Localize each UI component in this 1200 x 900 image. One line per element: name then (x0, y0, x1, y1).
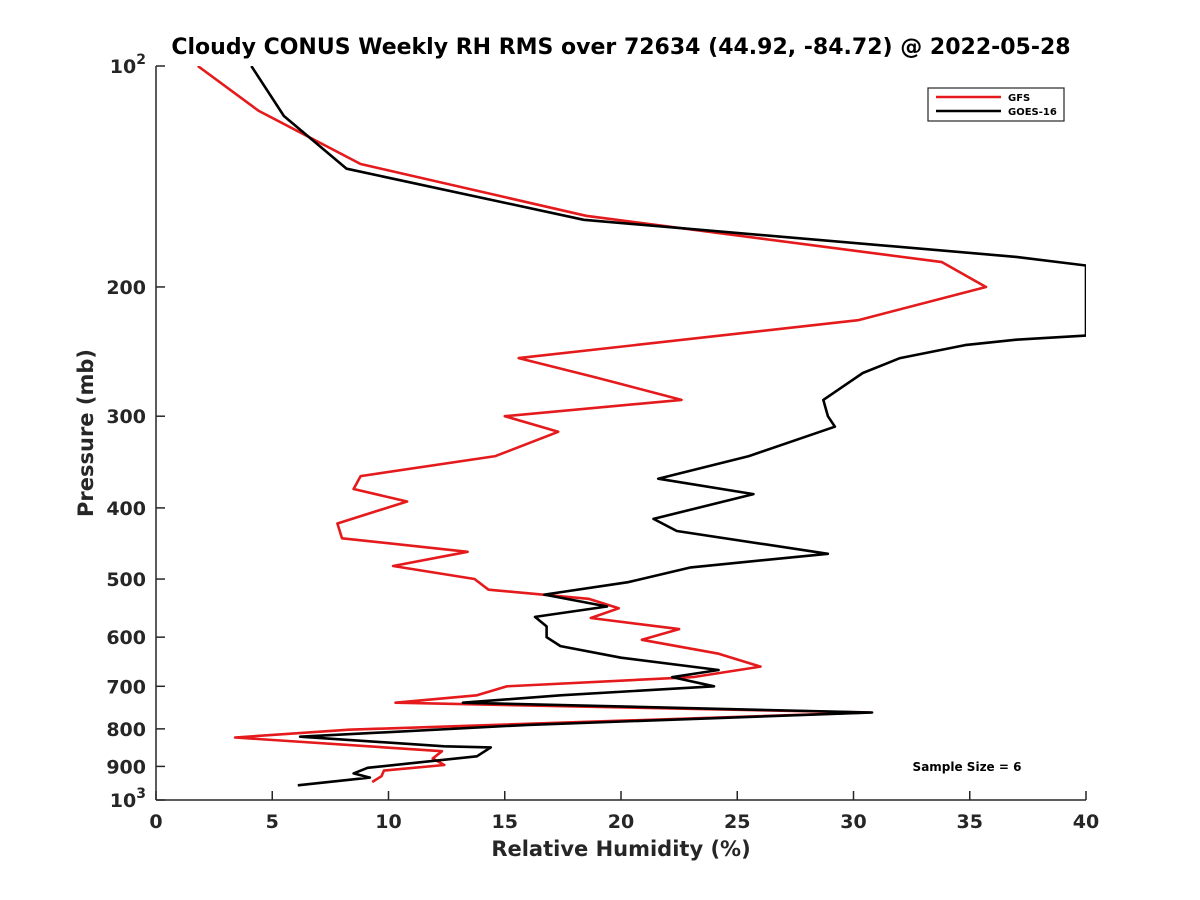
x-tick-label: 30 (840, 811, 866, 833)
legend-box (927, 87, 1065, 122)
legend: GFS GOES-16 (927, 87, 1065, 122)
y-axis-ticks: 102 200 300 400 500 600 700 800 900 103 (106, 52, 165, 812)
legend-label-goes16: GOES-16 (1008, 107, 1057, 118)
y-axis-label: Pressure (mb) (74, 349, 98, 517)
y-tick-label: 200 (106, 277, 146, 299)
x-tick-label: 25 (724, 811, 750, 833)
x-tick-label: 10 (375, 811, 401, 833)
x-tick-label: 35 (957, 811, 983, 833)
y-tick-label: 400 (106, 498, 146, 520)
y-tick-label: 700 (106, 676, 146, 698)
series-line-gfs (197, 66, 988, 784)
series-layer (197, 66, 1086, 787)
y-tick-label: 103 (110, 786, 146, 812)
y-tick-label: 500 (106, 569, 146, 591)
y-tick-label: 300 (106, 406, 146, 428)
y-tick-label: 600 (106, 627, 146, 649)
legend-label-gfs: GFS (1008, 93, 1030, 104)
x-tick-label: 0 (149, 811, 162, 833)
x-tick-label: 40 (1073, 811, 1099, 833)
series-line-goes16 (250, 66, 1086, 787)
chart-title: Cloudy CONUS Weekly RH RMS over 72634 (4… (171, 35, 1070, 60)
x-tick-label: 5 (266, 811, 279, 833)
x-axis-ticks: 0 5 10 15 20 25 30 35 40 (149, 791, 1099, 833)
y-tick-label: 102 (110, 52, 146, 78)
x-axis-label: Relative Humidity (%) (491, 837, 750, 861)
y-tick-label: 800 (106, 719, 146, 741)
x-tick-label: 15 (492, 811, 518, 833)
x-tick-label: 20 (608, 811, 634, 833)
sample-size-annotation: Sample Size = 6 (913, 760, 1022, 774)
y-tick-label: 900 (106, 756, 146, 778)
